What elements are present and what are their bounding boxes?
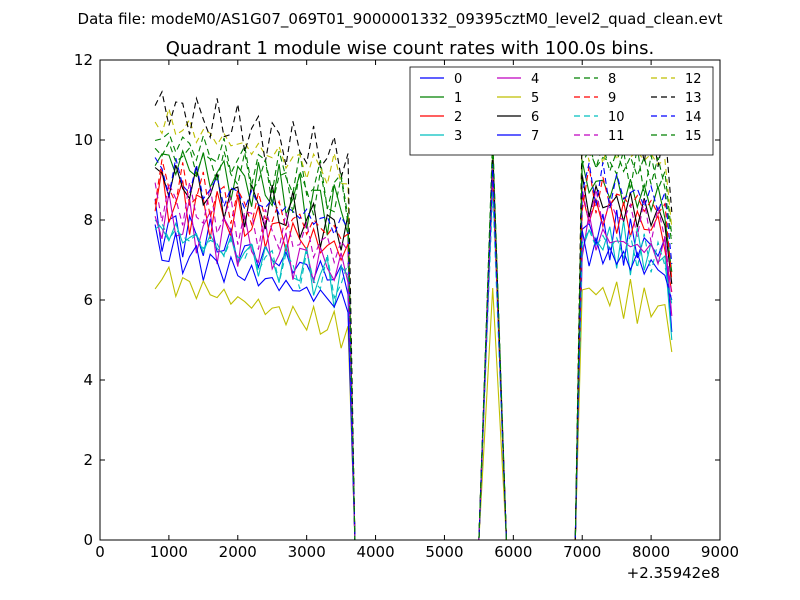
legend-label-4: 4 bbox=[531, 72, 539, 87]
x-tick-label: 1000 bbox=[150, 543, 188, 561]
legend-label-10: 10 bbox=[608, 110, 625, 125]
series-line-2 bbox=[154, 163, 673, 541]
x-tick-label: 0 bbox=[95, 543, 105, 561]
legend-label-3: 3 bbox=[454, 129, 462, 144]
series-line-13 bbox=[154, 90, 673, 541]
series-line-5 bbox=[154, 265, 673, 541]
legend-label-0: 0 bbox=[454, 72, 462, 87]
legend-label-14: 14 bbox=[685, 110, 702, 125]
legend-label-2: 2 bbox=[454, 110, 462, 125]
y-tick-label: 8 bbox=[83, 211, 93, 229]
legend-label-8: 8 bbox=[608, 72, 616, 87]
x-offset-label: +2.35942e8 bbox=[627, 564, 720, 582]
legend-label-5: 5 bbox=[531, 91, 539, 106]
series-line-14 bbox=[154, 157, 673, 541]
series-line-12 bbox=[154, 106, 673, 541]
legend-label-11: 11 bbox=[608, 129, 625, 144]
x-tick-label: 7000 bbox=[563, 543, 601, 561]
x-tick-label: 2000 bbox=[219, 543, 257, 561]
legend-label-9: 9 bbox=[608, 91, 616, 106]
legend-label-15: 15 bbox=[685, 129, 702, 144]
y-tick-label: 12 bbox=[74, 51, 93, 69]
series-line-0 bbox=[154, 155, 673, 541]
chart-title: Quadrant 1 module wise count rates with … bbox=[166, 38, 655, 59]
legend-label-13: 13 bbox=[685, 91, 702, 106]
x-tick-label: 6000 bbox=[494, 543, 532, 561]
suptitle: Data file: modeM0/AS1G07_069T01_90000013… bbox=[78, 10, 723, 29]
series-line-9 bbox=[154, 159, 673, 541]
legend-label-12: 12 bbox=[685, 72, 702, 87]
x-tick-label: 4000 bbox=[356, 543, 394, 561]
ticks-layer: 0 1000 2000 3000 4000 5000 6000 7000 8000 9000 0 2 4… bbox=[74, 51, 739, 561]
series-line-3 bbox=[154, 179, 673, 541]
y-tick-label: 4 bbox=[83, 371, 93, 389]
legend-label-1: 1 bbox=[454, 91, 462, 106]
x-tick-label: 3000 bbox=[288, 543, 326, 561]
x-tick-label: 9000 bbox=[701, 543, 739, 561]
legend-frame bbox=[409, 66, 714, 156]
legend-label-7: 7 bbox=[531, 129, 539, 144]
y-tick-label: 2 bbox=[83, 451, 93, 469]
series-line-10 bbox=[154, 191, 673, 541]
y-tick-label: 0 bbox=[83, 531, 93, 549]
y-tick-label: 6 bbox=[83, 291, 93, 309]
series-layer bbox=[154, 90, 673, 541]
legend-label-6: 6 bbox=[531, 110, 539, 125]
y-tick-label: 10 bbox=[74, 131, 93, 149]
series-line-6 bbox=[154, 159, 673, 541]
x-tick-label: 5000 bbox=[425, 543, 463, 561]
x-tick-label: 8000 bbox=[632, 543, 670, 561]
series-line-7 bbox=[154, 163, 673, 541]
